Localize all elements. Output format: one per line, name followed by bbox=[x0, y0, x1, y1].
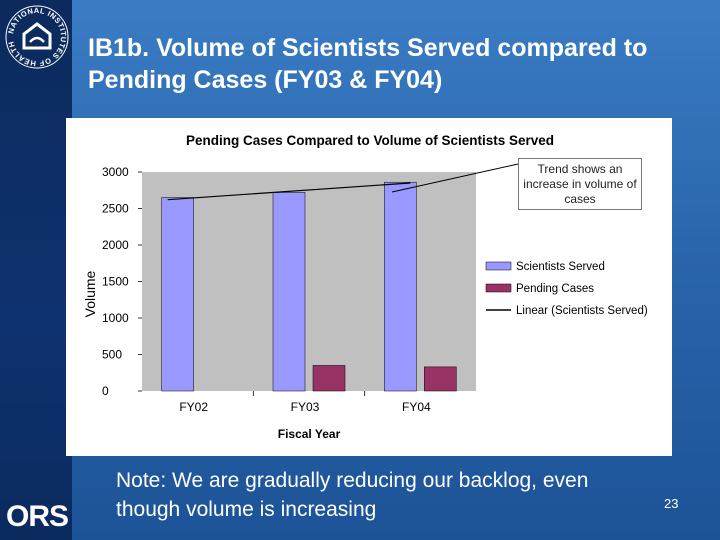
x-tick-label: FY02 bbox=[179, 400, 208, 414]
ors-logo: ORS bbox=[6, 500, 69, 533]
y-tick-label: 1000 bbox=[102, 311, 129, 325]
legend: Scientists Served Pending Cases Linear (… bbox=[485, 261, 648, 317]
x-axis-label: Fiscal Year bbox=[278, 427, 341, 441]
chart-title: Pending Cases Compared to Volume of Scie… bbox=[186, 133, 554, 148]
y-tick-label: 1500 bbox=[102, 275, 129, 289]
y-tick-label: 500 bbox=[102, 348, 122, 362]
plot-area bbox=[142, 172, 476, 391]
trend-callout: Trend shows an increase in volume of cas… bbox=[518, 158, 642, 210]
left-sidebar-bar: NATIONAL INSTITUTES OF HEALTH ORS bbox=[0, 0, 72, 540]
y-axis-label: Volume bbox=[82, 270, 98, 317]
chart-panel: Pending Cases Compared to Volume of Scie… bbox=[66, 118, 672, 456]
legend-label-scientists: Scientists Served bbox=[516, 261, 605, 273]
y-tick-label: 0 bbox=[102, 384, 109, 398]
y-tick-label: 2000 bbox=[102, 238, 129, 252]
bar-pending-cases bbox=[312, 365, 346, 392]
chart-svg: Pending Cases Compared to Volume of Scie… bbox=[82, 133, 648, 441]
callout-leader-line bbox=[391, 163, 519, 193]
bar-scientists-served bbox=[272, 192, 306, 392]
legend-swatch-scientists bbox=[485, 261, 512, 271]
bar-pending-cases bbox=[424, 366, 457, 392]
y-tick-label: 2500 bbox=[102, 202, 129, 216]
legend-label-pending: Pending Cases bbox=[516, 283, 594, 295]
legend-label-trendline: Linear (Scientists Served) bbox=[516, 305, 648, 317]
page-number: 23 bbox=[664, 496, 679, 511]
x-tick-label: FY03 bbox=[291, 400, 320, 414]
x-tick-label: FY04 bbox=[402, 400, 431, 414]
bar-scientists-served bbox=[384, 181, 417, 392]
slide-title: IB1b. Volume of Scientists Served compar… bbox=[88, 34, 648, 94]
trendline-scientists-served bbox=[167, 182, 411, 201]
slide-note: Note: We are gradually reducing our back… bbox=[116, 469, 589, 521]
legend-swatch-pending bbox=[485, 283, 512, 293]
y-tick-label: 3000 bbox=[102, 165, 129, 179]
nih-seal-logo: NATIONAL INSTITUTES OF HEALTH bbox=[5, 5, 69, 69]
bar-scientists-served bbox=[161, 197, 194, 392]
